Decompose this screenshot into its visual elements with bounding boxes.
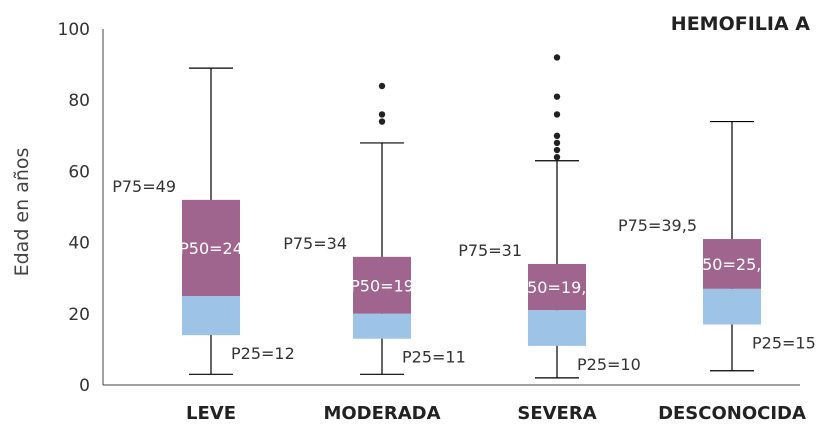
x-category-label: MODERADA [323,403,440,424]
outlier-point [553,139,561,147]
box-group: P75=49 P50=24 P25=12 [112,67,295,375]
outlier-point [378,118,386,125]
box-lower [182,296,240,336]
box-group: P75=39,5 P50=25,5 P25=15 [618,120,816,372]
box-group: P75=34 P50=19 P25=11 [283,82,466,375]
box-lower [528,310,586,346]
chart-title: HEMOFILIA A [671,13,810,35]
outlier-point [378,82,386,90]
y-axis-ticks: 0 20 40 60 80 100 [58,20,90,396]
outlier-point [553,132,561,139]
box-upper [182,199,240,296]
outlier-point [553,54,561,61]
y-tick-label: 60 [68,162,90,182]
y-tick-label: 80 [68,91,90,111]
x-axis-categories: LEVE MODERADA SEVERA DESCONOCIDA [186,403,806,424]
box-upper [703,239,761,289]
p75-label: P75=31 [458,241,522,260]
p25-label: P25=10 [577,355,641,374]
x-category-label: DESCONOCIDA [658,403,806,424]
p25-label: P25=12 [231,344,295,363]
p75-label: P75=49 [112,177,176,196]
box-group: P75=31 P50=19,5 P25=10 [458,54,641,379]
outlier-point [553,153,561,161]
p50-label: P50=19 [350,276,414,295]
y-tick-label: 20 [68,305,90,325]
y-tick-label: 100 [58,20,90,40]
outlier-point [553,111,561,118]
outlier-point [378,111,386,118]
outlier-point [553,93,561,100]
p75-label: P75=34 [283,234,347,253]
box-upper [528,263,586,311]
boxes: P75=49P50=24P25=12P75=34P50=19P25=11P75=… [112,54,816,379]
box-lower [353,313,411,339]
p50-label: P50=25,5 [692,255,771,274]
y-tick-label: 0 [79,376,90,396]
box-lower [703,288,761,325]
p50-label: P50=19,5 [517,278,596,297]
axes [102,29,800,386]
p25-label: P25=11 [402,348,466,367]
y-tick-label: 40 [68,234,90,254]
box-upper [353,256,411,314]
y-axis-label: Edad en años [11,148,33,277]
x-category-label: SEVERA [517,403,596,424]
outlier-point [553,146,561,154]
p25-label: P25=15 [752,333,816,352]
p50-label: P50=24 [179,239,243,258]
p75-label: P75=39,5 [618,216,697,235]
x-category-label: LEVE [186,403,236,424]
